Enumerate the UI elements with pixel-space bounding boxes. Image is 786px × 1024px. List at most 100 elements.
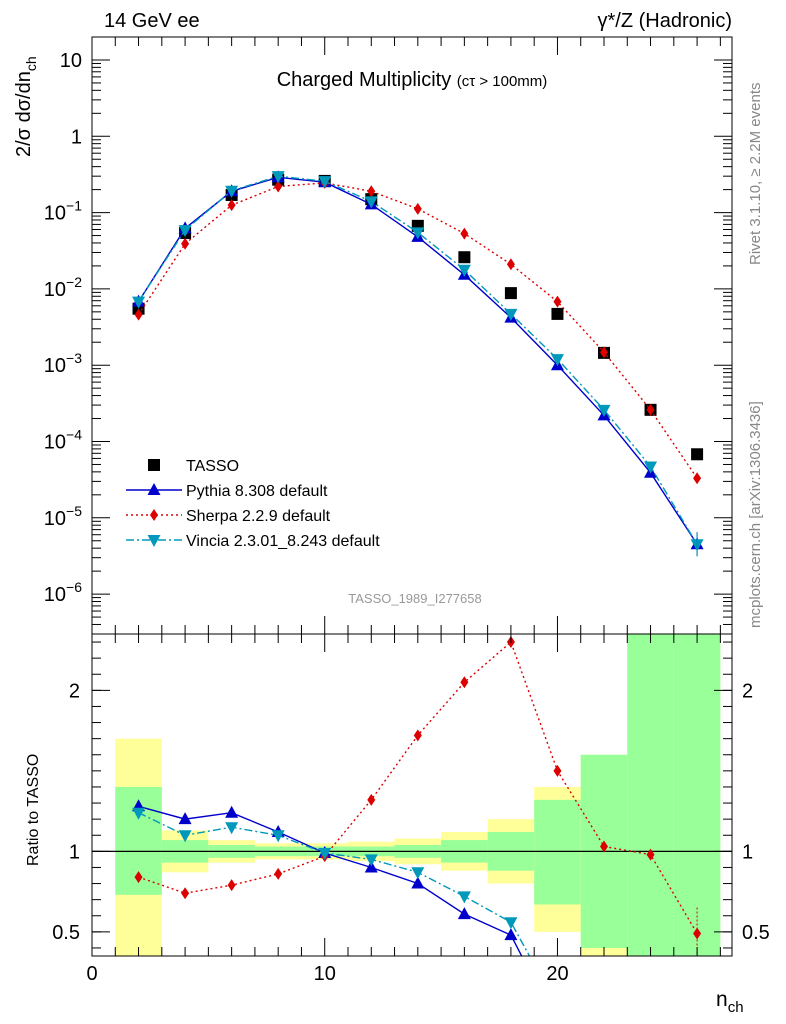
legend-item: TASSO (148, 458, 239, 475)
watermark-label: TASSO_1989_I277658 (348, 591, 481, 606)
data-point (600, 346, 608, 359)
legend-label: Vincia 2.3.01_8.243 default (186, 533, 380, 550)
data-point (691, 448, 704, 461)
ratio-series-vincia-2-3-01-8-243-default (132, 807, 531, 956)
data-point (132, 296, 146, 309)
mcplots-reference-label: mcplots.cern.ch [arXiv:1306.3436] (747, 401, 764, 628)
ratio-point (504, 928, 518, 941)
main-title-text: Charged Multiplicity (277, 69, 452, 91)
ratio-point (181, 887, 190, 900)
ratio-point (227, 879, 236, 892)
ratio-point (553, 764, 562, 777)
ratio-point (600, 840, 608, 853)
uncertainty-band-inner (627, 634, 674, 956)
main-y-axis-label: 2/σ dσ/dnch (13, 56, 39, 157)
ratio-point (225, 822, 239, 835)
ratio-point (413, 729, 422, 742)
ratio-y-tick-label-right: 1 (742, 841, 753, 863)
main-y-tick-label: 10−3 (44, 350, 82, 377)
main-y-tick-label: 10 (60, 50, 82, 72)
ratio-y-tick-label: 1 (69, 841, 80, 863)
data-point (644, 461, 658, 474)
x-tick-label: 0 (86, 963, 97, 985)
ratio-line (138, 812, 531, 956)
ratio-point (271, 830, 285, 843)
data-point (364, 196, 378, 209)
main-title-subtitle: (cτ > 100mm) (457, 73, 548, 90)
legend-item: Pythia 8.308 default (126, 483, 328, 500)
data-point (178, 225, 192, 238)
legend-marker (147, 535, 161, 547)
data-point (550, 354, 564, 367)
x-tick-label: 10 (314, 963, 336, 985)
ratio-y-tick-label-right: 0.5 (742, 922, 770, 944)
data-point (458, 251, 471, 264)
ratio-line (138, 805, 523, 956)
ratio-plot-panel: 0.5 0.51 12 20 10 20 Ratio to TASSO nch (25, 633, 770, 1016)
main-y-tick-label: 10−6 (44, 579, 82, 606)
legend-label: TASSO (186, 458, 239, 475)
series-sherpa-2-2-9-default (134, 176, 702, 485)
ratio-point (318, 847, 332, 860)
legend-marker (150, 509, 158, 521)
main-title: Charged Multiplicity (cτ > 100mm) (277, 69, 548, 91)
main-y-tick-label: 10−5 (44, 503, 82, 530)
x-axis-label: nch (716, 988, 744, 1016)
ratio-point (460, 676, 469, 689)
data-point (693, 472, 702, 485)
data-point (318, 176, 332, 189)
ratio-point (274, 867, 283, 880)
data-point (646, 403, 655, 416)
legend: TASSO Pythia 8.308 default Sherpa 2.2.9 de… (126, 458, 380, 550)
ratio-point (178, 812, 192, 825)
uncertainty-band-inner (534, 799, 581, 905)
header-right-label: γ*/Z (Hadronic) (598, 10, 732, 32)
ratio-y-tick-label: 2 (69, 680, 80, 702)
series-vincia-2-3-01-8-243-default (132, 171, 704, 552)
data-point (504, 308, 518, 321)
ratio-point (178, 830, 192, 843)
data-point (134, 308, 143, 321)
header-left-label: 14 GeV ee (104, 10, 200, 32)
data-point (274, 180, 283, 193)
data-point (551, 307, 564, 320)
main-y-tick-label: 10−4 (44, 426, 82, 453)
ratio-point (457, 891, 471, 904)
main-y-tick-label: 10−2 (44, 274, 82, 301)
ratio-series-sherpa-2-2-9-default (134, 636, 702, 940)
ratio-point (411, 867, 425, 880)
legend-marker (148, 459, 160, 471)
ratio-y-tick-label-right: 2 (742, 680, 753, 702)
ratio-point (134, 871, 143, 884)
data-point (367, 185, 376, 198)
legend-item: Vincia 2.3.01_8.243 default (126, 533, 380, 550)
ratio-y-tick-label: 0.5 (52, 922, 80, 944)
data-point (460, 227, 469, 240)
legend-label: Pythia 8.308 default (186, 483, 328, 500)
ratio-y-axis-label: Ratio to TASSO (25, 754, 42, 866)
main-plot-panel: 10−6 10−5 10−4 10−3 10−2 10−1 1 10 Charged Mult… (13, 36, 733, 635)
main-y-tick-label: 1 (71, 126, 82, 148)
ratio-point (132, 807, 146, 820)
data-point (271, 171, 285, 184)
ratio-point (457, 907, 471, 920)
main-y-tick-label: 10−1 (44, 198, 82, 225)
data-point (411, 227, 425, 240)
data-point (227, 199, 236, 212)
legend-label: Sherpa 2.2.9 default (186, 508, 331, 525)
data-point (225, 185, 239, 198)
ratio-plot-frame (91, 633, 733, 957)
ratio-point (504, 917, 518, 930)
ratio-point (364, 854, 378, 867)
data-point (553, 295, 562, 308)
series-tasso (132, 173, 704, 461)
data-point (457, 264, 471, 277)
data-point (597, 404, 611, 417)
ratio-point (411, 876, 425, 889)
ratio-point (367, 793, 376, 806)
svg-text:2/σ dσ/dnch: 2/σ dσ/dnch (13, 56, 39, 157)
data-point (413, 202, 422, 215)
data-point (506, 258, 515, 271)
ratio-point (225, 805, 239, 818)
